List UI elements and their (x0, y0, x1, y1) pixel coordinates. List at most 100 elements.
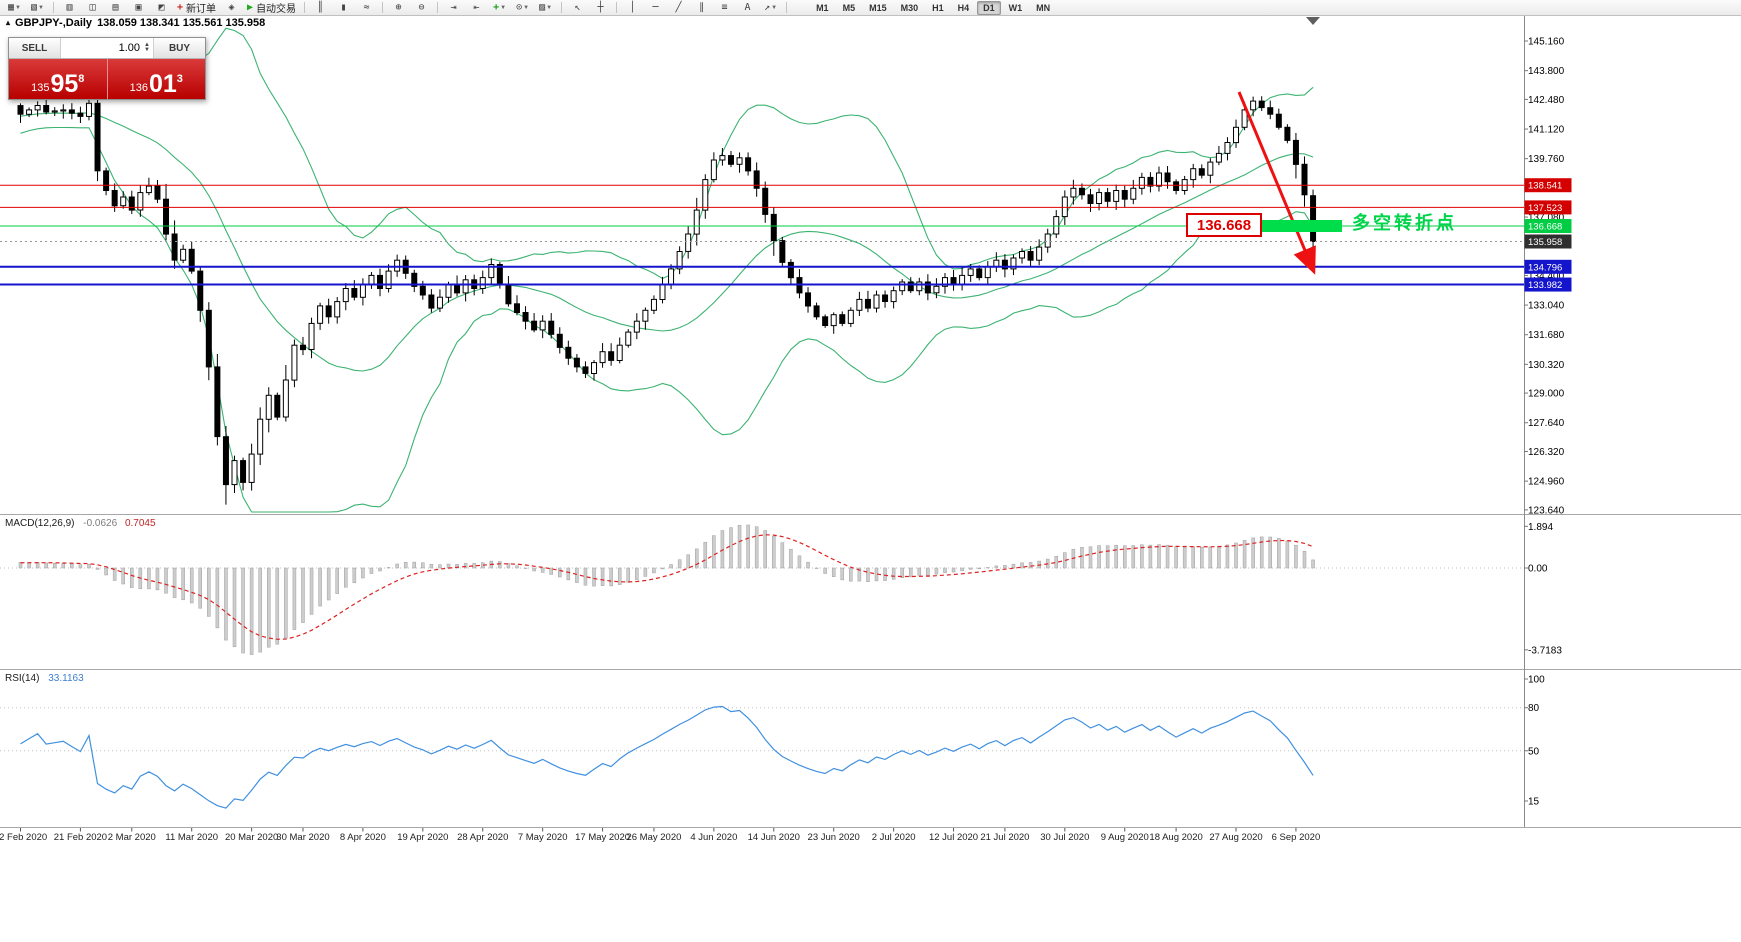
rsi-axis[interactable]: 100 80 50 15 (1524, 675, 1545, 808)
strategy-tester-icon[interactable]: ◩ (151, 0, 172, 16)
zoom-out-icon[interactable]: ⊖ (411, 0, 432, 16)
rsi-name: RSI(14) (5, 673, 40, 684)
horizontal-line-icon[interactable]: ─ (645, 0, 666, 16)
price-axis[interactable]: 145.160 143.800 142.480 141.120 139.760 137.0… (1524, 37, 1572, 517)
one-click-trading-panel: SELL 1.00 ▲ ▼ BUY 135 95 8 136 01 3 (8, 37, 206, 100)
lot-spinner[interactable]: ▲ ▼ (144, 42, 150, 53)
autotrading-button-label: 自动交易 (256, 4, 297, 15)
macd-indicator-label: MACD(12,26,9) -0.0626 0.7045 (5, 518, 156, 529)
periods-icon[interactable]: ⊙ ▼ (512, 0, 533, 16)
timeframe-mn[interactable]: MN (1036, 2, 1051, 13)
one-click-toggle-icon[interactable]: ▴ (6, 18, 11, 27)
timeframe-m30[interactable]: M30 (900, 2, 919, 13)
horizontal-line-icon-glyph: ─ (652, 1, 659, 13)
auto-scroll-icon[interactable]: ⇥ (443, 0, 464, 16)
svg-text:145.160: 145.160 (1528, 37, 1565, 48)
zoom-in-icon[interactable]: ⊕ (388, 0, 409, 16)
buy-button[interactable]: BUY (153, 38, 205, 58)
chart-shift-icon[interactable]: ⇤ (466, 0, 487, 16)
trend-arrow[interactable] (1237, 91, 1316, 275)
terminal-icon[interactable]: ▣ (128, 0, 149, 16)
market-watch-icon[interactable]: ▥ (59, 0, 80, 16)
dropdown-arrow-icon[interactable]: ▼ (500, 4, 507, 11)
timeframe-m5[interactable]: M5 (842, 2, 856, 13)
svg-text:133.040: 133.040 (1528, 301, 1565, 312)
chart-shift-marker-icon[interactable] (1306, 17, 1320, 25)
svg-text:126.320: 126.320 (1528, 447, 1565, 458)
svg-text:50: 50 (1528, 746, 1540, 757)
timeframe-d1[interactable]: D1 (977, 0, 1001, 15)
profiles-icon[interactable]: ▧ ▼ (27, 0, 48, 16)
toolbar-separator (437, 2, 439, 13)
metaeditor-icon-glyph: ◈ (228, 1, 235, 13)
svg-text:23 Jun 2020: 23 Jun 2020 (808, 832, 860, 843)
text-icon[interactable]: A (737, 0, 758, 16)
svg-text:1.894: 1.894 (1528, 522, 1553, 533)
dropdown-arrow-icon[interactable]: ▼ (15, 4, 21, 11)
candlestick-chart-icon[interactable]: ▮ (333, 0, 354, 16)
auto-scroll-icon-glyph: ⇥ (450, 1, 457, 13)
autotrading-button-glyph: ▶ (247, 1, 254, 13)
indicators-icon[interactable]: + ▼ (489, 0, 510, 16)
sell-price-button[interactable]: 135 95 8 (9, 59, 108, 99)
svg-text:-3.7183: -3.7183 (1528, 645, 1562, 656)
macd-axis[interactable]: 1.894 0.00 -3.7183 (1524, 522, 1562, 656)
dropdown-arrow-icon[interactable]: ▼ (523, 4, 530, 11)
candlesticks (17, 94, 1317, 505)
profiles-icon-glyph: ▧ (31, 1, 38, 13)
arrows-icon[interactable]: ↗ ▼ (760, 0, 781, 16)
horizontal-lines[interactable] (0, 184, 1524, 286)
navigator-icon[interactable]: ▤ (105, 0, 126, 16)
metaeditor-icon[interactable]: ◈ (221, 0, 242, 16)
crosshair-icon[interactable]: ┼ (590, 0, 611, 16)
svg-text:12 Jul 2020: 12 Jul 2020 (929, 832, 978, 843)
new-chart-icon[interactable]: ▦ ▼ (4, 0, 25, 16)
timeframe-h1[interactable]: H1 (932, 2, 944, 13)
svg-text:136.668: 136.668 (1528, 222, 1562, 233)
lot-size-field[interactable]: 1.00 ▲ ▼ (61, 38, 153, 58)
macd-signal-value: 0.7045 (124, 518, 156, 529)
channel-icon[interactable]: ∥ (691, 0, 712, 16)
vertical-line-icon-glyph: │ (629, 1, 636, 13)
trendline-icon[interactable]: ╱ (668, 0, 689, 16)
turning-point-highlight[interactable] (1262, 220, 1342, 232)
templates-icon[interactable]: ▨ ▼ (535, 0, 556, 16)
dropdown-arrow-icon[interactable]: ▼ (771, 4, 778, 11)
timeframe-w1[interactable]: W1 (1008, 2, 1023, 13)
new-order-button[interactable]: + 新订单 (174, 0, 219, 16)
crosshair-icon-glyph: ┼ (597, 1, 604, 13)
periods-icon-glyph: ⊙ (516, 1, 523, 13)
svg-text:131.680: 131.680 (1528, 330, 1565, 341)
bar-chart-icon[interactable]: ║ (310, 0, 331, 16)
macd-panel (0, 524, 1524, 655)
svg-text:30 Mar 2020: 30 Mar 2020 (276, 832, 329, 843)
lot-up-icon[interactable]: ▲ (144, 42, 150, 48)
fibonacci-icon[interactable]: ≡ (714, 0, 735, 16)
lot-size-value: 1.00 (118, 42, 141, 54)
dropdown-arrow-icon[interactable]: ▼ (38, 4, 44, 11)
buy-price-button[interactable]: 136 01 3 (107, 59, 205, 99)
svg-text:100: 100 (1528, 675, 1545, 686)
cursor-icon[interactable]: ↖ (567, 0, 588, 16)
autotrading-button[interactable]: ▶ 自动交易 (244, 0, 299, 16)
svg-text:17 May 2020: 17 May 2020 (575, 832, 630, 843)
svg-text:14 Jun 2020: 14 Jun 2020 (748, 832, 800, 843)
data-window-icon[interactable]: ◫ (82, 0, 103, 16)
price-callout-label[interactable]: 136.668 (1186, 213, 1262, 237)
svg-text:26 May 2020: 26 May 2020 (626, 832, 681, 843)
svg-text:20 Mar 2020: 20 Mar 2020 (225, 832, 278, 843)
svg-text:2 Mar 2020: 2 Mar 2020 (108, 832, 156, 843)
turning-point-label[interactable]: 多空转折点 (1352, 213, 1457, 233)
timeframe-h4[interactable]: H4 (957, 2, 970, 13)
svg-text:11 Mar 2020: 11 Mar 2020 (165, 832, 218, 843)
svg-text:12 Feb 2020: 12 Feb 2020 (0, 832, 47, 843)
dropdown-arrow-icon[interactable]: ▼ (546, 4, 553, 11)
timeframe-m15[interactable]: M15 (869, 2, 887, 13)
timeframe-m1[interactable]: M1 (816, 2, 829, 13)
line-chart-icon[interactable]: ≈ (356, 0, 377, 16)
lot-down-icon[interactable]: ▼ (144, 47, 150, 53)
sell-button[interactable]: SELL (9, 38, 61, 58)
vertical-line-icon[interactable]: │ (622, 0, 643, 16)
